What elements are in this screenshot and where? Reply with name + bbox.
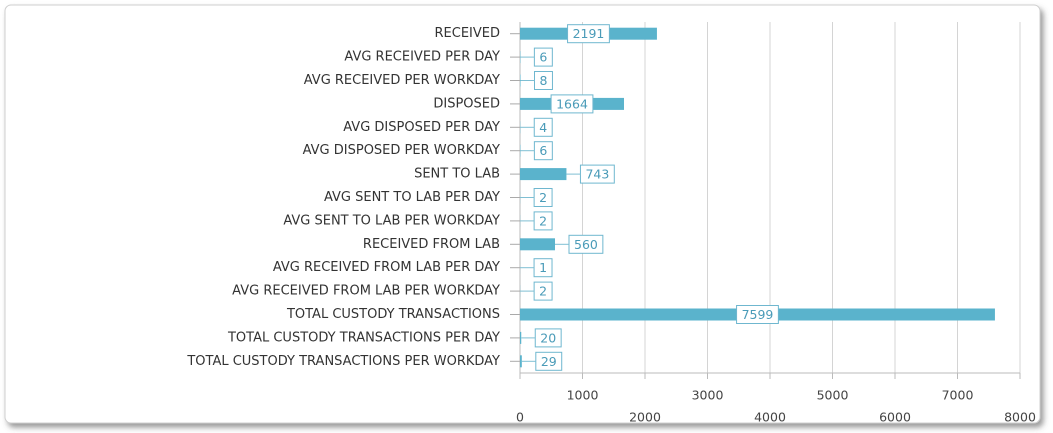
value-label: 1	[539, 260, 547, 275]
y-tick-label: TOTAL CUSTODY TRANSACTIONS PER WORKDAY	[186, 354, 500, 369]
value-label: 20	[540, 330, 556, 345]
x-tick-label: 5000	[817, 388, 849, 403]
y-tick-label: SENT TO LAB	[414, 167, 500, 182]
value-label: 4	[539, 120, 547, 135]
marks: 2191 6 8 1664 4 6 743 2 2 560 1 2 7599 20 29	[510, 24, 995, 371]
value-label: 2	[539, 213, 547, 228]
y-tick-label: TOTAL CUSTODY TRANSACTIONS	[286, 307, 500, 322]
chart-frame	[4, 4, 1041, 424]
value-label: 7599	[742, 307, 774, 322]
x-tick-label: 2000	[629, 410, 661, 425]
bar	[520, 238, 555, 251]
y-tick-label: TOTAL CUSTODY TRANSACTIONS PER DAY	[227, 330, 500, 345]
x-tick-label: 7000	[942, 388, 974, 403]
bar	[520, 331, 522, 344]
y-tick-label: DISPOSED	[433, 96, 500, 111]
y-tick-label: AVG DISPOSED PER DAY	[343, 120, 500, 135]
value-label: 1664	[556, 96, 588, 111]
value-label-box	[736, 305, 779, 324]
x-tick-label: 0	[516, 410, 524, 425]
y-tick-label: AVG SENT TO LAB PER DAY	[324, 190, 500, 205]
bar	[520, 168, 567, 181]
bar	[520, 355, 522, 368]
y-tick-label: AVG RECEIVED FROM LAB PER WORKDAY	[232, 284, 500, 299]
value-label: 8	[540, 73, 548, 88]
y-tick-label: RECEIVED FROM LAB	[363, 237, 500, 252]
y-tick-label: AVG SENT TO LAB PER WORKDAY	[283, 213, 500, 228]
y-tick-label: AVG DISPOSED PER WORKDAY	[303, 143, 500, 158]
x-tick-label: 6000	[879, 410, 911, 425]
value-label: 560	[574, 237, 598, 252]
y-tick-label: AVG RECEIVED PER WORKDAY	[304, 73, 500, 88]
bar	[520, 74, 521, 87]
value-label: 6	[539, 143, 547, 158]
x-tick-label: 3000	[692, 388, 724, 403]
x-tick-label: 1000	[567, 388, 599, 403]
y-tick-label: AVG RECEIVED PER DAY	[344, 50, 500, 65]
value-label: 2	[539, 190, 547, 205]
value-label: 2	[539, 284, 547, 299]
value-label: 2191	[573, 26, 605, 41]
value-label-box	[550, 94, 594, 114]
y-tick-label: AVG RECEIVED FROM LAB PER DAY	[273, 260, 500, 275]
y-tick-label: RECEIVED	[435, 26, 501, 41]
x-tick-label: 8000	[1004, 410, 1036, 425]
value-label: 29	[541, 354, 557, 369]
grid: 0 1000 2000 3000 4000 5000 6000 7000 8000	[516, 22, 1036, 425]
x-tick-label: 4000	[754, 410, 786, 425]
value-label: 743	[585, 167, 609, 182]
value-label: 6	[539, 50, 547, 65]
value-label-box	[567, 24, 610, 44]
